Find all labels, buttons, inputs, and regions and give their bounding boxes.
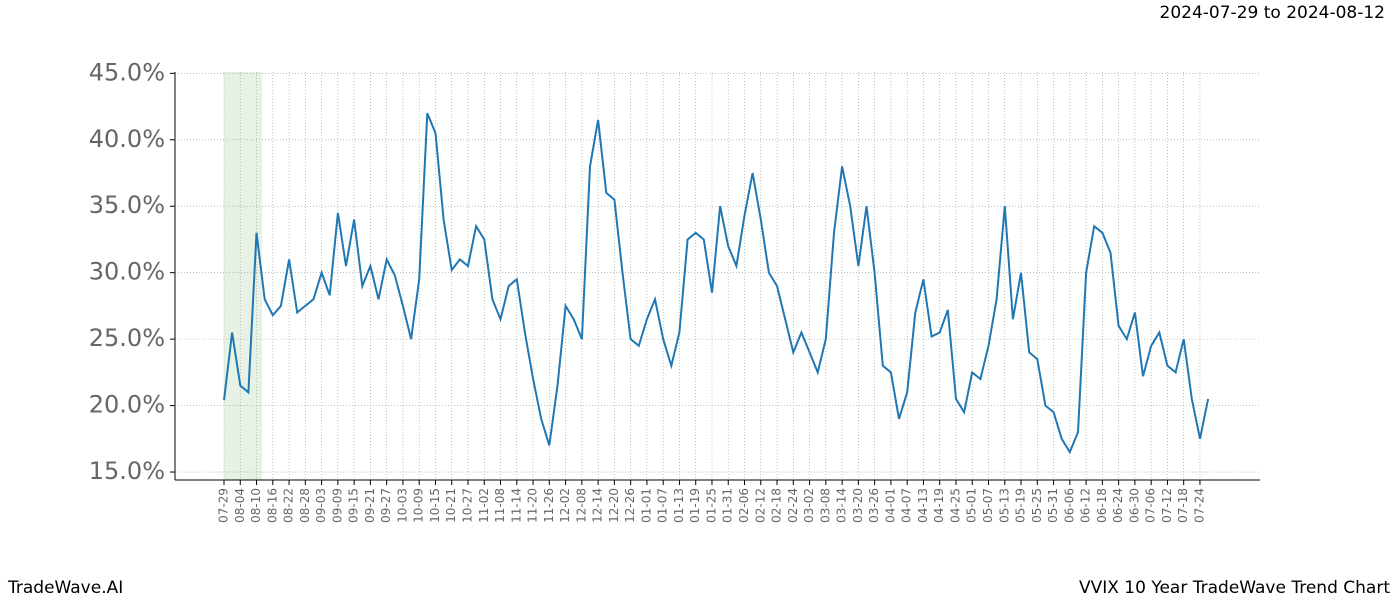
x-tick-label: 07-12 bbox=[1160, 488, 1174, 523]
x-tick-label: 06-12 bbox=[1079, 488, 1093, 523]
footer-left: TradeWave.AI bbox=[7, 578, 123, 598]
x-tick-label: 02-12 bbox=[753, 488, 767, 523]
x-tick-label: 10-27 bbox=[460, 488, 474, 523]
x-tick-label: 11-14 bbox=[509, 488, 523, 523]
x-tick-label: 05-19 bbox=[1014, 488, 1028, 523]
x-tick-label: 04-19 bbox=[932, 488, 946, 523]
x-tick-label: 01-13 bbox=[672, 488, 686, 523]
x-tick-label: 09-27 bbox=[379, 488, 393, 523]
x-tick-label: 05-01 bbox=[965, 488, 979, 523]
x-tick-label: 04-07 bbox=[900, 488, 914, 523]
x-tick-label: 02-24 bbox=[786, 488, 800, 523]
x-tick-label: 02-06 bbox=[737, 488, 751, 523]
x-tick-label: 12-26 bbox=[623, 488, 637, 523]
x-tick-label: 04-01 bbox=[883, 488, 897, 523]
x-tick-label: 03-02 bbox=[802, 488, 816, 523]
x-tick-label: 12-14 bbox=[591, 488, 605, 523]
x-tick-label: 03-20 bbox=[851, 488, 865, 523]
x-tick-label: 02-18 bbox=[770, 488, 784, 523]
x-tick-label: 10-09 bbox=[412, 488, 426, 523]
y-tick-label: 45.0% bbox=[89, 58, 165, 86]
x-tick-label: 11-20 bbox=[526, 488, 540, 523]
x-tick-label: 06-06 bbox=[1062, 488, 1076, 523]
x-tick-label: 01-01 bbox=[639, 488, 653, 523]
footer-right: VVIX 10 Year TradeWave Trend Chart bbox=[1079, 578, 1390, 598]
y-tick-label: 20.0% bbox=[89, 391, 165, 419]
x-tick-label: 05-31 bbox=[1046, 488, 1060, 523]
x-tick-label: 08-22 bbox=[282, 488, 296, 523]
y-tick-label: 40.0% bbox=[89, 125, 165, 153]
x-tick-label: 01-19 bbox=[688, 488, 702, 523]
x-tick-label: 12-20 bbox=[607, 488, 621, 523]
x-tick-label: 10-21 bbox=[444, 488, 458, 523]
x-tick-label: 03-26 bbox=[867, 488, 881, 523]
x-tick-label: 07-18 bbox=[1176, 488, 1190, 523]
x-tick-label: 06-24 bbox=[1111, 488, 1125, 523]
x-tick-label: 07-29 bbox=[217, 488, 231, 523]
y-tick-label: 35.0% bbox=[89, 191, 165, 219]
x-tick-label: 08-04 bbox=[233, 488, 247, 523]
x-tick-label: 10-03 bbox=[395, 488, 409, 523]
x-tick-label: 05-13 bbox=[997, 488, 1011, 523]
x-tick-label: 03-08 bbox=[818, 488, 832, 523]
x-tick-label: 08-28 bbox=[298, 488, 312, 523]
x-tick-label: 06-18 bbox=[1095, 488, 1109, 523]
x-tick-label: 09-09 bbox=[330, 488, 344, 523]
x-tick-label: 09-21 bbox=[363, 488, 377, 523]
x-tick-label: 01-07 bbox=[656, 488, 670, 523]
x-tick-label: 01-31 bbox=[721, 488, 735, 523]
data-line bbox=[223, 112, 1210, 455]
x-tick-label: 01-25 bbox=[704, 488, 718, 523]
y-tick-label: 25.0% bbox=[89, 324, 165, 352]
x-tick-label: 09-03 bbox=[314, 488, 328, 523]
x-tick-label: 08-10 bbox=[249, 488, 263, 523]
x-tick-label: 12-08 bbox=[574, 488, 588, 523]
x-tick-label: 04-13 bbox=[916, 488, 930, 523]
x-tick-label: 08-16 bbox=[265, 488, 279, 523]
x-tick-label: 11-02 bbox=[477, 488, 491, 523]
x-tick-label: 07-24 bbox=[1192, 488, 1206, 523]
highlight-band bbox=[224, 72, 262, 480]
x-tick-label: 05-07 bbox=[981, 488, 995, 523]
x-tick-label: 04-25 bbox=[948, 488, 962, 523]
y-tick-label: 15.0% bbox=[89, 457, 165, 485]
x-tick-label: 10-15 bbox=[428, 488, 442, 523]
x-tick-label: 11-26 bbox=[542, 488, 556, 523]
x-tick-label: 05-25 bbox=[1030, 488, 1044, 523]
x-tick-label: 03-14 bbox=[835, 488, 849, 523]
x-tick-label: 09-15 bbox=[347, 488, 361, 523]
subtitle: 2024-07-29 to 2024-08-12 bbox=[1160, 3, 1385, 23]
x-tick-label: 12-02 bbox=[558, 488, 572, 523]
x-tick-label: 06-30 bbox=[1127, 488, 1141, 523]
x-tick-label: 07-06 bbox=[1144, 488, 1158, 523]
y-tick-label: 30.0% bbox=[89, 258, 165, 286]
x-tick-label: 11-08 bbox=[493, 488, 507, 523]
